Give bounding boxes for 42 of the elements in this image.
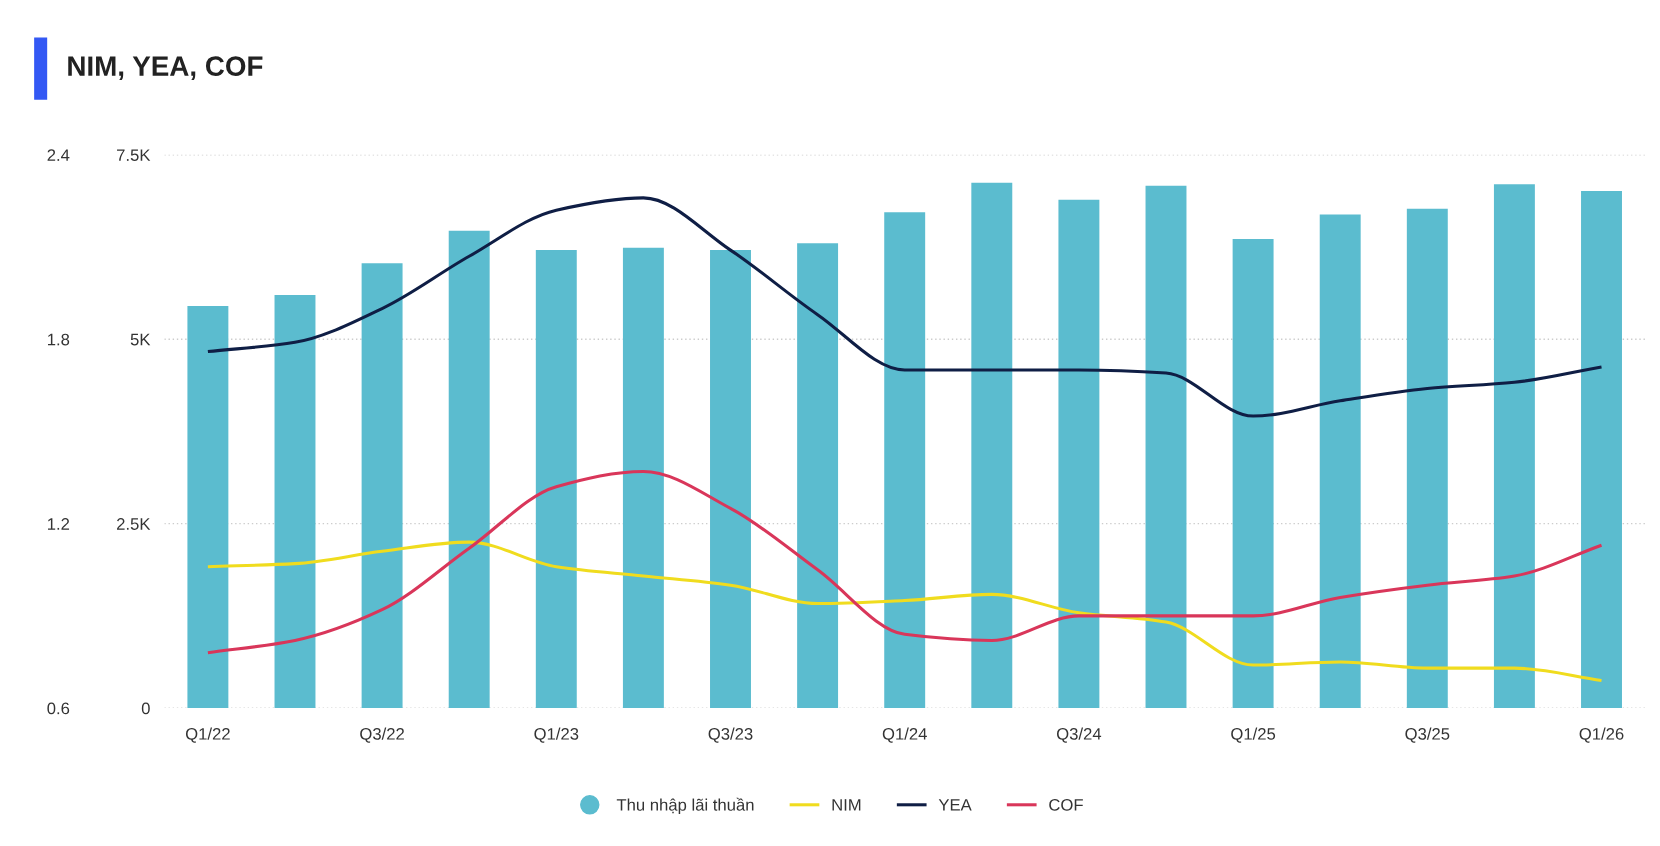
bar <box>1145 185 1187 709</box>
bar <box>1232 238 1274 709</box>
bar <box>622 247 664 709</box>
line-series <box>206 540 1604 682</box>
y2-tick-label: 2.4 <box>47 149 70 161</box>
bar <box>1319 214 1361 709</box>
bar <box>187 306 229 709</box>
bar <box>884 212 926 709</box>
bar <box>1406 208 1448 709</box>
bar <box>535 249 577 709</box>
bar <box>971 182 1013 709</box>
y-tick-label: 7.5K <box>117 149 151 162</box>
bar <box>1581 190 1622 709</box>
bar <box>361 263 403 709</box>
y2-tick-label: 1.8 <box>48 333 70 346</box>
bar <box>274 294 316 709</box>
x-tick-label: Q1/24 <box>882 727 927 743</box>
x-tick-label: Q1/22 <box>185 727 230 743</box>
bar <box>1058 199 1100 709</box>
line-series <box>206 469 1604 655</box>
bar <box>448 230 490 709</box>
bar <box>1493 184 1535 709</box>
x-tick-label: Q3/24 <box>1056 727 1102 743</box>
y-tick-label: 2.5K <box>117 518 151 530</box>
legend-label: YEA <box>938 799 972 811</box>
bar <box>710 249 751 709</box>
y-tick-label: 0 <box>141 702 150 715</box>
x-tick-label: Q3/22 <box>360 727 404 743</box>
legend-label: Thu nhập lãi thuần <box>616 797 754 815</box>
y2-tick-label: 1.2 <box>48 518 70 530</box>
x-tick-label: Q1/25 <box>1231 727 1276 743</box>
y2-tick-label: 0.6 <box>47 702 70 715</box>
bar <box>797 243 839 709</box>
line-series <box>206 196 1604 418</box>
x-tick-label: Q3/23 <box>708 727 753 743</box>
x-tick-label: Q1/23 <box>534 727 579 743</box>
x-tick-label: Q1/26 <box>1579 727 1624 743</box>
chart-title: NIM, YEA, COF <box>68 56 263 81</box>
legend-label: COF <box>1049 798 1083 811</box>
legend-label: NIM <box>832 799 861 811</box>
y-tick-label: 5K <box>130 333 151 346</box>
x-tick-label: Q3/25 <box>1405 727 1450 743</box>
